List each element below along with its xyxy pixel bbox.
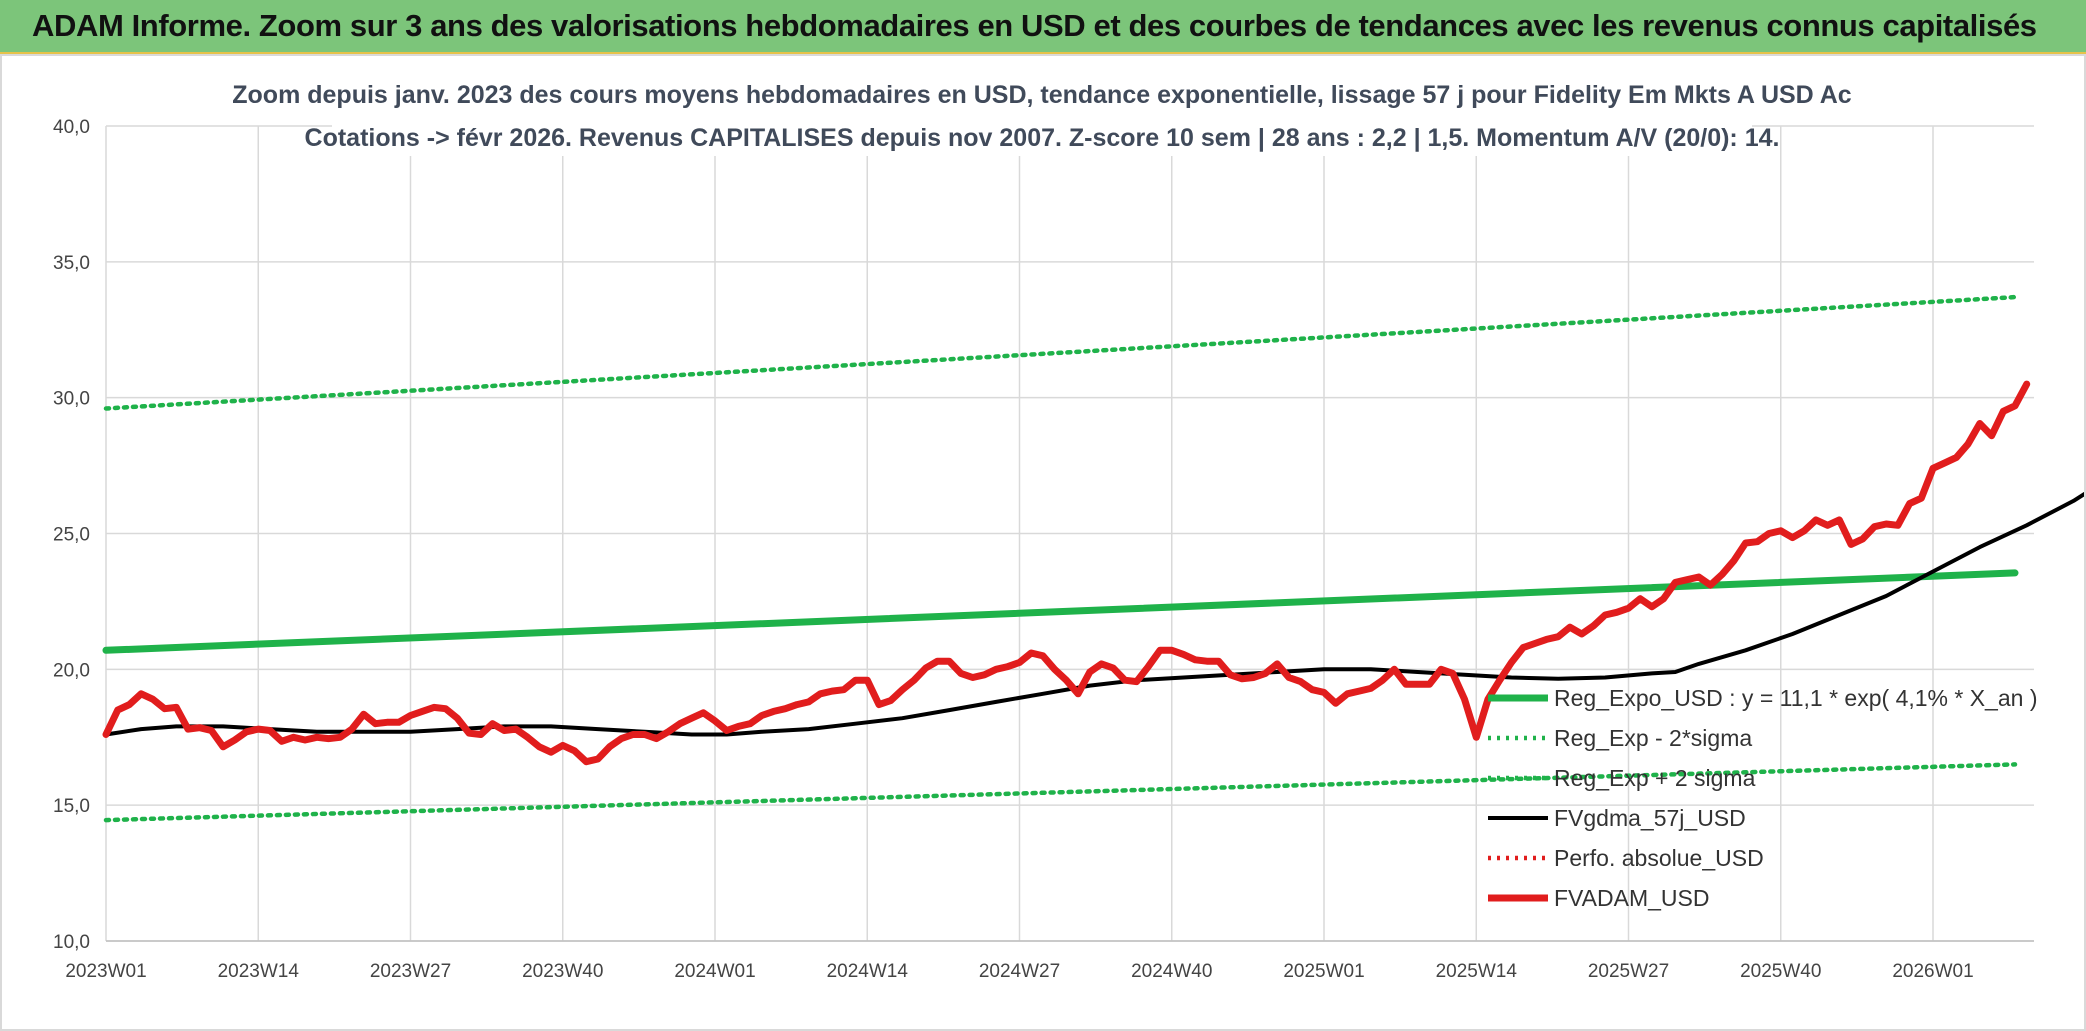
report-title: ADAM Informe. Zoom sur 3 ans des valoris… <box>32 8 2037 43</box>
y-tick-label: 25,0 <box>53 525 90 546</box>
series-reg-exp-plus-2sigma-line <box>103 294 2018 411</box>
line-chart: 10,0 15,0 20,0 25,0 30,0 35,0 40,0 2023W01 2023W… <box>53 74 2084 982</box>
chart-subtitle: Cotations -> févr 2026. Revenus CAPITALI… <box>305 124 1780 152</box>
x-tick-label: 2024W27 <box>979 961 1060 982</box>
x-tick-label: 2026W01 <box>1892 961 1973 982</box>
y-tick-label: 35,0 <box>53 253 90 274</box>
chart-frame: 10,0 15,0 20,0 25,0 30,0 35,0 40,0 2023W01 2023W… <box>0 54 2086 1031</box>
x-tick-label: 2023W14 <box>218 961 300 982</box>
series-fvadam-line <box>102 380 2031 766</box>
y-tick-label: 40,0 <box>53 117 90 138</box>
x-tick-label: 2023W27 <box>370 961 451 982</box>
legend-label: FVADAM_USD <box>1554 885 1710 911</box>
report-banner: ADAM Informe. Zoom sur 3 ans des valoris… <box>0 0 2086 54</box>
legend-label: Reg_Exp - 2*sigma <box>1554 725 1752 751</box>
y-tick-label: 30,0 <box>53 389 90 410</box>
legend-label: Reg_Expo_USD : y = 11,1 * exp( 4,1% * X_… <box>1554 685 2037 711</box>
x-tick-label: 2024W01 <box>674 961 755 982</box>
y-tick-label: 15,0 <box>53 796 90 817</box>
legend-label: Perfo. absolue_USD <box>1554 845 1764 871</box>
chart-subtitle-bg <box>332 118 1752 156</box>
y-tick-label: 20,0 <box>53 660 90 681</box>
x-tick-label: 2025W27 <box>1588 961 1669 982</box>
chart-title: Zoom depuis janv. 2023 des cours moyens … <box>232 81 1852 109</box>
chart-title-bg <box>277 74 1807 112</box>
x-tick-label: 2025W01 <box>1283 961 1364 982</box>
series-fvgdma-57j-line <box>104 491 2084 737</box>
x-tick-label: 2023W01 <box>65 961 146 982</box>
x-tick-label: 2025W14 <box>1436 961 1518 982</box>
series-reg-expo-line <box>102 569 2019 654</box>
x-tick-label: 2024W40 <box>1131 961 1212 982</box>
series-reg-exp-minus-2sigma-line <box>103 762 2018 823</box>
x-tick-label: 2024W14 <box>827 961 909 982</box>
legend-label: FVgdma_57j_USD <box>1554 805 1746 831</box>
y-tick-label: 10,0 <box>53 932 90 953</box>
x-tick-label: 2025W40 <box>1740 961 1821 982</box>
legend-label: Reg_Exp + 2 sigma <box>1554 765 1756 791</box>
x-tick-label: 2023W40 <box>522 961 603 982</box>
